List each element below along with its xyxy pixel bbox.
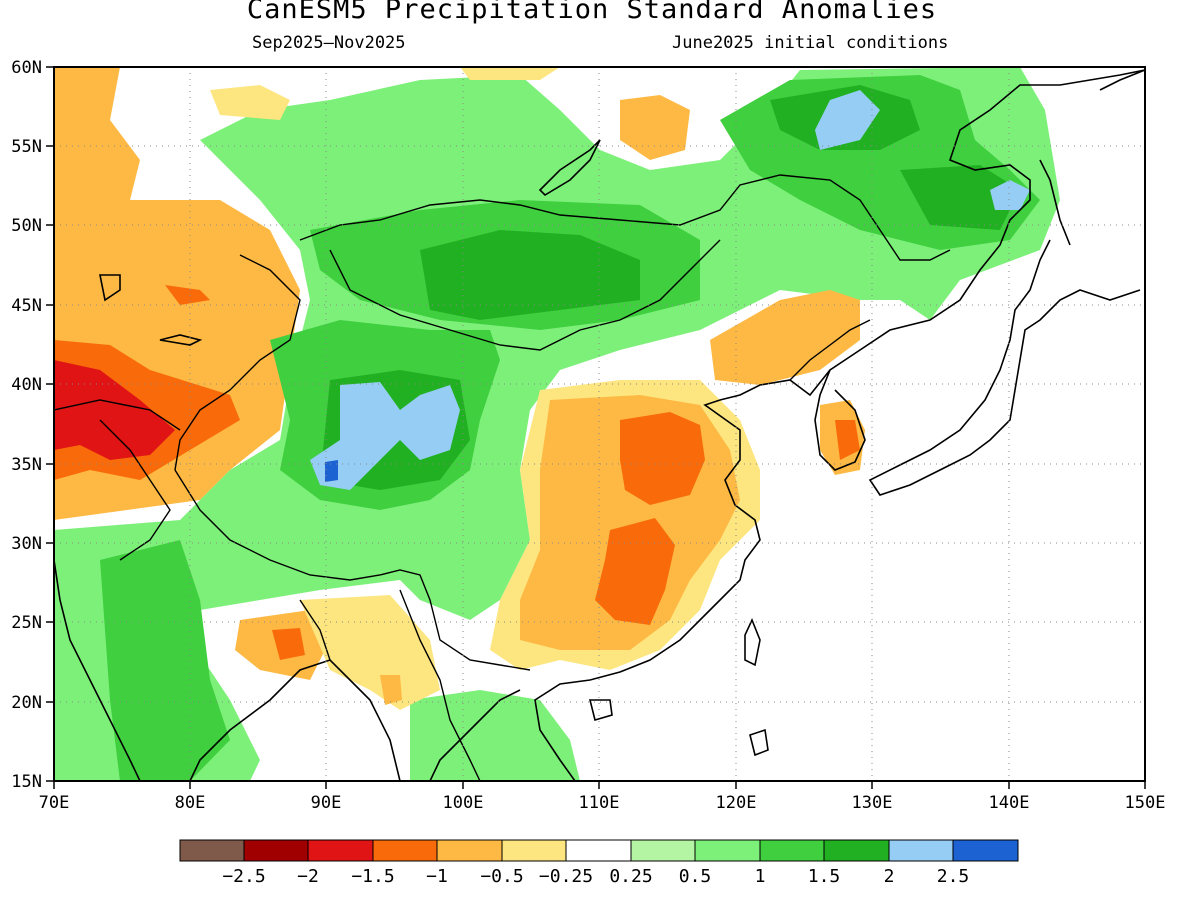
dry-peak-west: [54, 360, 175, 460]
wet-core-india: [100, 540, 230, 781]
border-myanmar: [399, 589, 481, 781]
border-himalaya: [174, 469, 531, 671]
colorbar-label: 1: [755, 866, 766, 887]
coastline-korea: [814, 369, 866, 471]
colorbar-box: [436, 839, 503, 862]
colorbar-box: [565, 839, 632, 862]
colorbar-box: [372, 839, 438, 862]
lake-balkhash: [159, 334, 203, 346]
lon-label: 90E: [311, 793, 342, 813]
colorbar-box: [630, 839, 696, 862]
dry-peak-bengal: [272, 628, 305, 660]
dry-region-north-top: [460, 67, 560, 80]
coastlines: [54, 69, 1145, 781]
colorbar-label: 2.5: [937, 866, 970, 887]
lat-label: 55N: [11, 137, 42, 157]
map-title: CanESM5 Precipitation Standard Anomalies: [246, 0, 938, 25]
lon-label: 110E: [579, 793, 620, 813]
border-mongolia-china: [329, 239, 721, 351]
colorbar-box: [694, 839, 761, 862]
lat-label: 35N: [11, 455, 42, 475]
border-india-east: [299, 599, 331, 661]
dry-region-north-small: [210, 85, 290, 120]
border-korea-china: [789, 319, 871, 381]
lon-label: 150E: [1125, 793, 1166, 813]
lat-label: 45N: [11, 296, 42, 316]
colorbar-label: 0.5: [679, 866, 712, 887]
anomaly-field: [54, 67, 1145, 781]
coastline-taiwan: [744, 617, 761, 667]
very-wet-tibet: [310, 382, 460, 490]
lon-label: 70E: [39, 793, 70, 813]
lat-label: 60N: [11, 58, 42, 78]
colorbar-box: [501, 839, 567, 862]
lat-label: 30N: [11, 534, 42, 554]
colorbar-label: 1.5: [808, 866, 841, 887]
graticule: [54, 67, 1145, 781]
dry-peak-east-china-n: [620, 412, 705, 505]
colorbar-box: [888, 839, 954, 862]
wet-peak-mongolia: [420, 230, 640, 320]
lat-label: 15N: [11, 772, 42, 792]
coastline-bay-of-bengal: [189, 659, 401, 781]
coastline-japan: [868, 239, 1141, 496]
caspian-aral: [99, 274, 121, 302]
coastline-hainan: [588, 699, 613, 722]
lon-label: 80E: [175, 793, 206, 813]
very-wet-east: [990, 180, 1030, 210]
lat-label: 40N: [11, 375, 42, 395]
forecast-period: Sep2025–Nov2025: [252, 33, 406, 53]
initial-conditions: June2025 initial conditions: [672, 33, 949, 53]
colorbar-label: −0.5: [480, 866, 523, 887]
dry-peak-east-china-s: [595, 518, 675, 625]
axis-ticks: [46, 66, 1146, 789]
coastline-indochina: [429, 689, 521, 781]
lat-label: 50N: [11, 216, 42, 236]
colorbar-label: 0.25: [609, 866, 652, 887]
colorbar-label: −2.5: [222, 866, 265, 887]
lon-label: 140E: [989, 793, 1030, 813]
lon-label: 100E: [443, 793, 484, 813]
colorbar: −2.5 −2 −1.5 −1 −0.5 −0.25 0.25 0.5 1 1.…: [179, 839, 1019, 887]
dry-region-myanmar: [300, 595, 440, 710]
dry-region-w-small: [165, 285, 210, 305]
colorbar-label: −1.5: [351, 866, 394, 887]
border-russia-mongolia: [299, 174, 951, 261]
dry-region-northeast: [710, 290, 860, 385]
coastline-kamchatka-top: [1099, 69, 1145, 91]
coastline-east-asia: [534, 69, 1145, 781]
very-wet-siberia: [815, 90, 880, 150]
colorbar-label: −1: [426, 866, 448, 887]
dry-region-north: [620, 95, 690, 160]
colorbar-label: −2: [297, 866, 319, 887]
colorbar-label: −0.25: [539, 866, 593, 887]
wet-peak-east: [900, 165, 1020, 230]
colorbar-box: [759, 839, 825, 862]
colorbar-box: [952, 839, 1019, 862]
lat-label: 20N: [11, 693, 42, 713]
border-central-asia: [54, 399, 181, 431]
lon-label: 120E: [716, 793, 757, 813]
colorbar-box: [307, 839, 374, 862]
lake-baikal: [538, 139, 601, 197]
dry-peak-korea: [835, 420, 860, 460]
coastline-sakhalin: [1039, 159, 1071, 246]
colorbar-box: [243, 839, 309, 862]
lon-labels: 70E 80E 90E 100E 110E 120E 130E 140E 150…: [39, 793, 1166, 813]
coastline-india: [54, 559, 141, 781]
border-china-central-asia: [174, 254, 301, 471]
extreme-wet-tibet: [325, 460, 338, 482]
colorbar-box: [823, 839, 890, 862]
colorbar-label: 2: [884, 866, 895, 887]
dry-region-bay: [380, 675, 402, 705]
lat-labels: 60N 55N 50N 45N 40N 35N 30N 25N 20N 15N: [11, 58, 42, 792]
lon-label: 130E: [852, 793, 893, 813]
coastline-philippines: [749, 728, 769, 757]
lat-label: 25N: [11, 613, 42, 633]
